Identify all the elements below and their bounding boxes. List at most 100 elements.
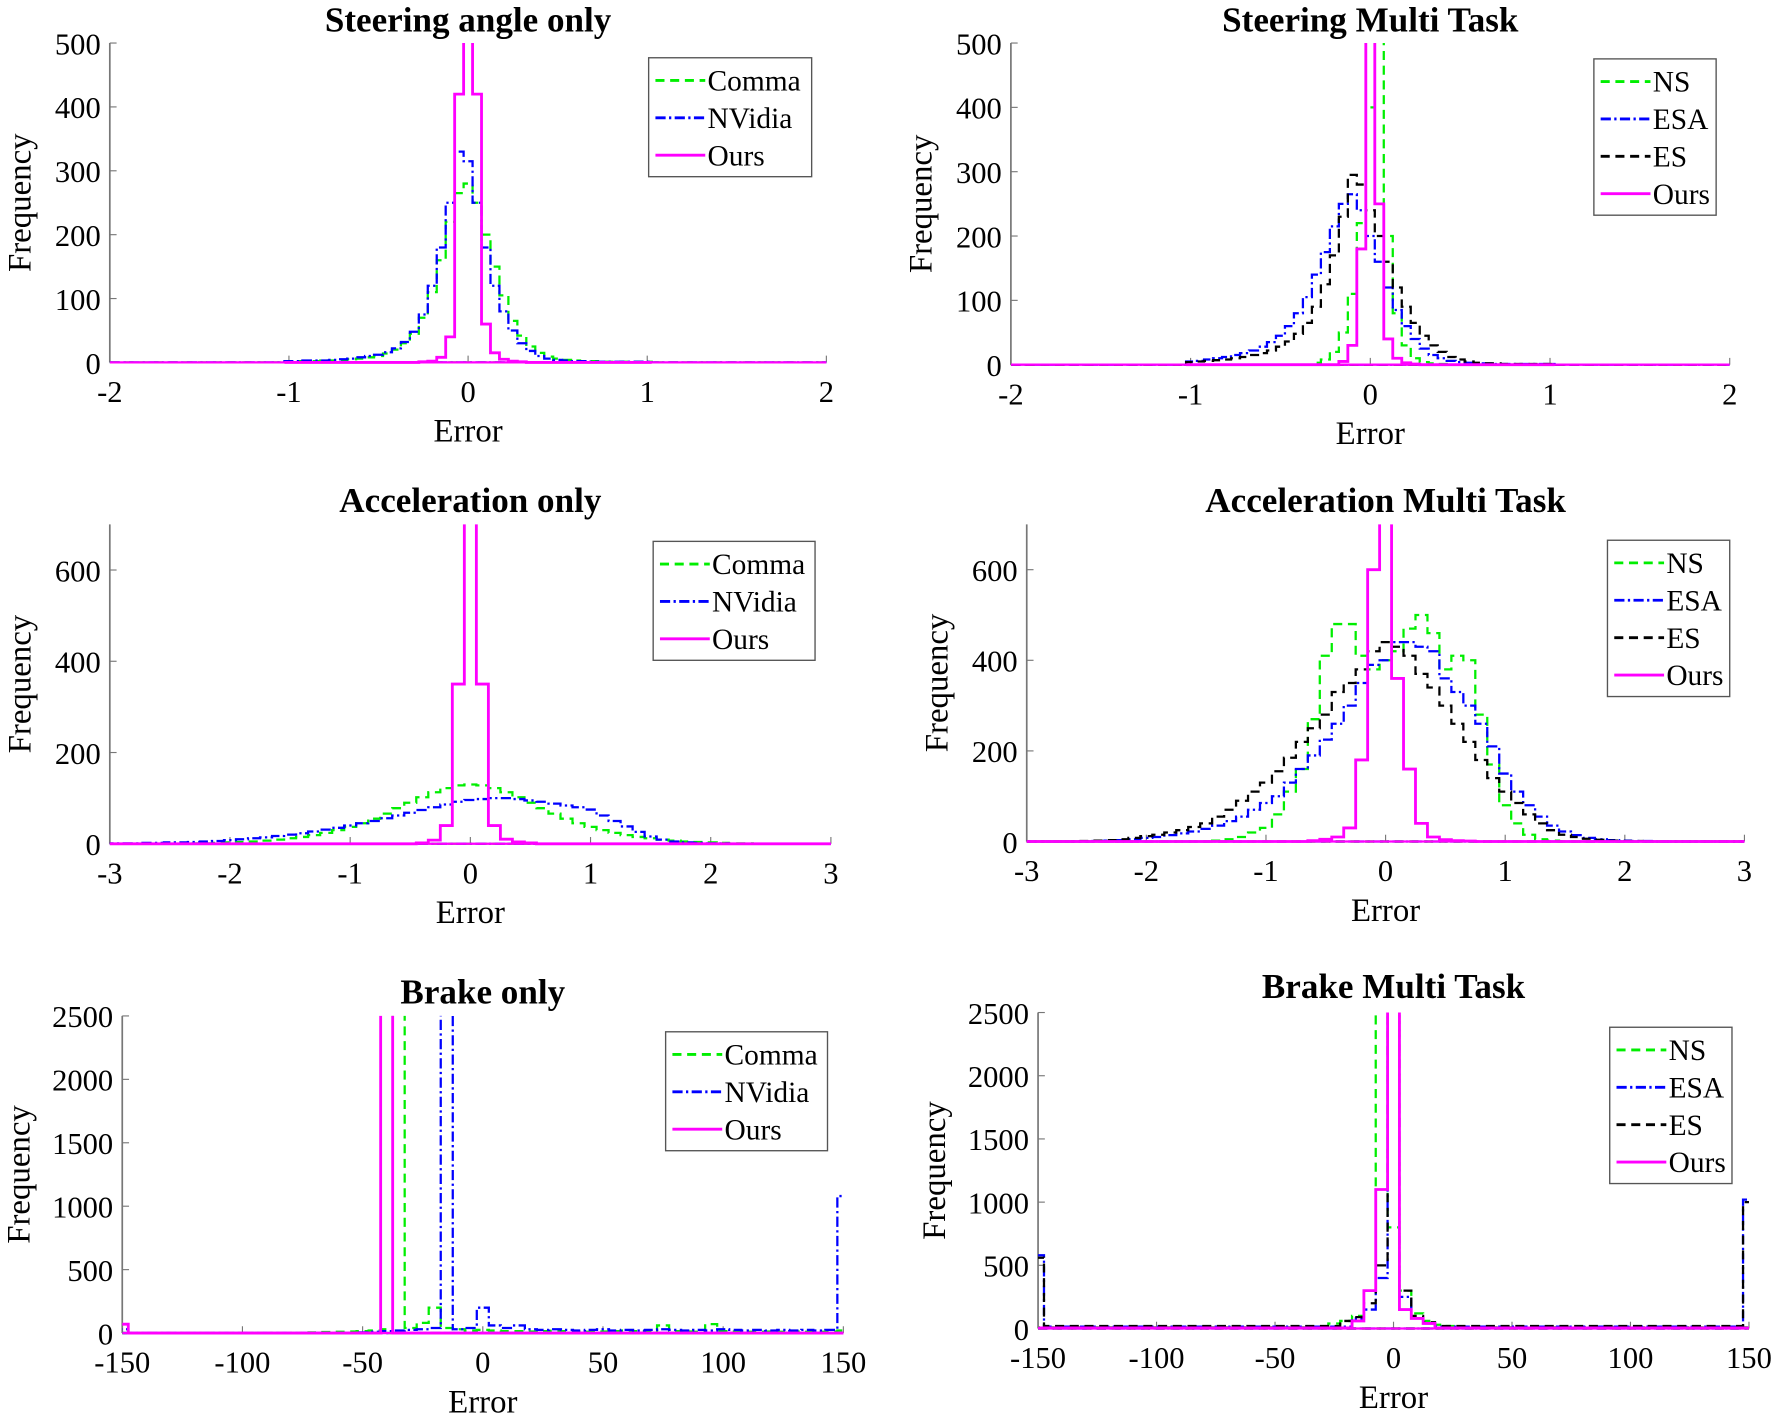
x-tick-label: -1 xyxy=(1253,854,1278,888)
x-axis-label: Error xyxy=(436,895,505,931)
legend-label: Ours xyxy=(712,624,769,656)
x-tick-label: 0 xyxy=(1378,854,1393,888)
x-tick-label: 150 xyxy=(820,1346,866,1380)
y-tick-label: 1000 xyxy=(52,1191,113,1225)
legend-label: Ours xyxy=(1666,660,1723,692)
legend: NS ESA ES Ours xyxy=(1606,539,1731,698)
y-axis-label: Frequency xyxy=(920,613,956,752)
legend-box xyxy=(1593,58,1717,216)
x-tick-label: 150 xyxy=(1726,1341,1772,1375)
x-tick-label: 2 xyxy=(819,375,834,409)
x-tick-label: 0 xyxy=(460,375,475,409)
subplot-1: Steering Multi Task -2 -1 0 1 2 0 100 200 300 400 5… xyxy=(904,1,1738,452)
series-es xyxy=(1184,173,1556,366)
y-tick-label: 1500 xyxy=(968,1123,1029,1157)
series-group xyxy=(1038,1012,1749,1330)
subplot-2: Acceleration only -3 -2 -1 0 1 2 3 0 200 400 600 Err… xyxy=(3,481,839,931)
y-tick-label: 100 xyxy=(55,283,101,317)
series-group xyxy=(1026,524,1745,843)
x-axis-label: Error xyxy=(1359,1380,1428,1416)
legend-label: NS xyxy=(1669,1035,1707,1067)
x-tick-label: 3 xyxy=(823,856,838,890)
y-tick-label: 0 xyxy=(1014,1313,1029,1347)
x-tick-label: -2 xyxy=(97,375,122,409)
series-group xyxy=(109,524,831,846)
y-axis-label: Frequency xyxy=(904,134,940,273)
y-tick-label: 200 xyxy=(956,220,1002,254)
x-tick-label: -1 xyxy=(276,375,301,409)
x-tick-label: 1 xyxy=(1542,377,1557,411)
y-axis-label: Frequency xyxy=(1,1105,37,1244)
series-comma xyxy=(283,182,653,363)
x-axis-label: Error xyxy=(1351,893,1420,929)
series-ours xyxy=(1038,1012,1749,1330)
y-tick-label: 0 xyxy=(987,349,1002,383)
series-esa xyxy=(1026,641,1745,843)
y-tick-label: 400 xyxy=(55,91,101,125)
legend-box xyxy=(1609,1026,1733,1185)
x-axis-label: Error xyxy=(448,1384,517,1418)
legend-label: Ours xyxy=(1669,1147,1726,1179)
y-tick-label: 0 xyxy=(85,828,100,862)
x-axis-label: Error xyxy=(1336,416,1405,452)
y-tick-label: 1000 xyxy=(968,1186,1029,1220)
y-tick-label: 200 xyxy=(55,737,101,771)
y-tick-label: 200 xyxy=(972,735,1018,769)
y-axis-label: Frequency xyxy=(3,133,39,272)
x-tick-label: -100 xyxy=(1129,1341,1185,1375)
chart-title: Brake Multi Task xyxy=(1262,967,1526,1006)
y-tick-label: 400 xyxy=(55,646,101,680)
x-tick-label: 0 xyxy=(463,856,478,890)
x-tick-label: -50 xyxy=(342,1346,383,1380)
y-tick-label: 0 xyxy=(85,347,100,381)
x-tick-label: 0 xyxy=(1363,377,1378,411)
y-axis-label: Frequency xyxy=(917,1101,953,1240)
y-tick-label: 0 xyxy=(98,1317,113,1351)
subplot-3: Acceleration Multi Task -3 -2 -1 0 1 2 3 0 200 400… xyxy=(920,481,1753,929)
y-tick-label: 600 xyxy=(55,554,101,588)
x-tick-label: -2 xyxy=(217,856,242,890)
x-tick-label: -1 xyxy=(1178,377,1203,411)
x-tick-label: 2 xyxy=(1617,854,1632,888)
series-group xyxy=(1010,43,1730,367)
legend-label: ESA xyxy=(1653,104,1709,136)
y-tick-label: 500 xyxy=(983,1250,1029,1284)
x-tick-label: 3 xyxy=(1737,854,1752,888)
series-group xyxy=(122,1015,844,1335)
x-axis-label: Error xyxy=(433,414,502,450)
x-tick-label: 1 xyxy=(1498,854,1513,888)
x-tick-label: 2 xyxy=(703,856,718,890)
x-tick-label: 50 xyxy=(1497,1341,1528,1375)
series-ours xyxy=(109,524,831,846)
series-ours xyxy=(284,43,652,364)
legend: Comma NVidia Ours xyxy=(647,57,813,178)
y-tick-label: 2000 xyxy=(968,1060,1029,1094)
legend-label: Ours xyxy=(708,140,765,172)
legend: NS ESA ES Ours xyxy=(1593,58,1717,216)
y-tick-label: 400 xyxy=(956,92,1002,126)
x-tick-label: 2 xyxy=(1722,377,1737,411)
x-tick-label: 100 xyxy=(1608,1341,1654,1375)
y-tick-label: 1500 xyxy=(52,1127,113,1161)
legend-label: ESA xyxy=(1666,585,1722,617)
chart-title: Brake only xyxy=(400,972,565,1011)
legend: Comma NVidia Ours xyxy=(664,1031,829,1152)
x-tick-label: -100 xyxy=(214,1346,270,1380)
legend-label: ES xyxy=(1666,623,1700,655)
x-tick-label: -2 xyxy=(998,377,1023,411)
y-tick-label: 300 xyxy=(55,155,101,189)
y-tick-label: 2500 xyxy=(968,997,1029,1031)
series-esa xyxy=(1184,193,1556,366)
subplot-0: Steering angle only -2 -1 0 1 2 0 100 200 300 400 5… xyxy=(3,1,834,450)
x-tick-label: 0 xyxy=(1386,1341,1401,1375)
y-tick-label: 600 xyxy=(972,554,1018,588)
x-tick-label: -1 xyxy=(337,856,362,890)
y-axis-label: Frequency xyxy=(3,614,39,753)
series-comma xyxy=(109,783,831,845)
legend-label: Comma xyxy=(724,1040,817,1072)
legend-label: NVidia xyxy=(712,587,797,619)
y-tick-label: 500 xyxy=(55,27,101,61)
y-tick-label: 0 xyxy=(1002,826,1017,860)
legend-box xyxy=(652,540,816,661)
